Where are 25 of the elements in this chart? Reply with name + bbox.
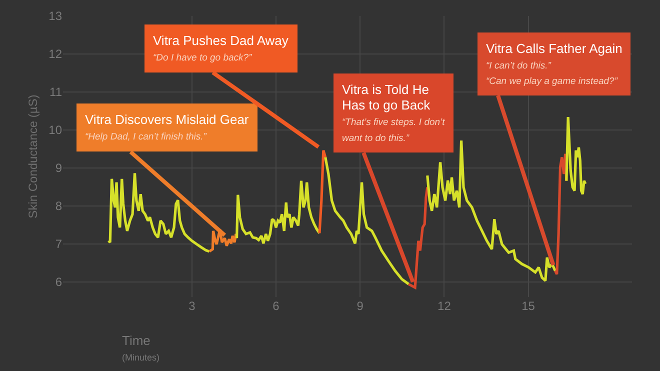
y-tick-label: 6 — [55, 275, 62, 290]
y-tick-label: 11 — [50, 85, 62, 100]
x-axis-title: Time (Minutes) — [122, 333, 160, 363]
y-axis-title: Skin Conductance (µS) — [26, 94, 40, 218]
annotation: Vitra is Told He Has to go Back “That’s five steps. I don’t want to do this.” — [342, 82, 446, 144]
x-tick-label: 9 — [356, 299, 364, 313]
y-tick-label: 9 — [55, 161, 62, 176]
y-tick-label: 8 — [55, 199, 62, 214]
y-tick-label: 10 — [48, 123, 62, 138]
x-tick-label: 3 — [188, 299, 196, 313]
annotation: Vitra Pushes Dad Away “Do I have to go back?” — [153, 33, 289, 64]
annotation: Vitra Discovers Mislaid Gear “Help Dad, I can’t finish this.” — [85, 112, 250, 143]
line-series — [565, 116, 587, 196]
line-series — [318, 149, 327, 235]
line-series — [324, 156, 410, 286]
x-tick-label: 15 — [522, 299, 536, 313]
y-tick-label: 7 — [55, 237, 62, 252]
line-series — [426, 139, 556, 282]
y-tick-label: 13 — [48, 9, 62, 24]
line-series — [235, 180, 321, 245]
x-tick-label: 12 — [438, 299, 452, 313]
x-tick-label: 6 — [272, 299, 280, 313]
y-tick-label: 12 — [48, 47, 62, 62]
line-series — [107, 172, 211, 253]
annotation: Vitra Calls Father Again “I can’t do this.” “Can we play a game instead?” — [486, 41, 622, 88]
